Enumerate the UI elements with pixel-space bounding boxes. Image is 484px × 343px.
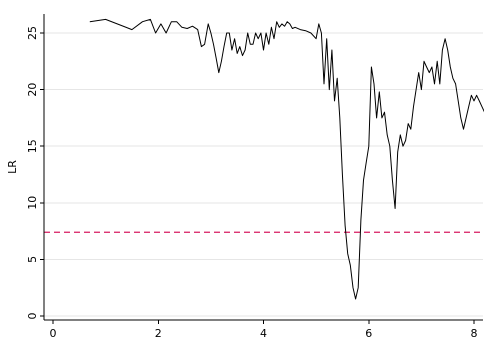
x-tick-label-4: 8 bbox=[471, 327, 478, 340]
x-tick-label-2: 4 bbox=[260, 327, 267, 340]
x-tick-label-1: 2 bbox=[155, 327, 162, 340]
series-layer bbox=[89, 18, 484, 300]
grid-layer bbox=[44, 32, 483, 317]
y-tick-label-4: 20 bbox=[26, 83, 39, 97]
y-tick-label-0: 0 bbox=[26, 313, 39, 320]
y-tick-label-1: 5 bbox=[26, 256, 39, 263]
y-axis-title: LR bbox=[6, 160, 19, 174]
y-tick-label-2: 10 bbox=[26, 196, 39, 210]
series-line-0 bbox=[89, 18, 484, 300]
y-tick-label-3: 15 bbox=[26, 139, 39, 153]
y-tick-label-5: 25 bbox=[26, 26, 39, 40]
x-tick-label-3: 6 bbox=[365, 327, 372, 340]
axis-layer: 0 5 10 15 20 25 0 2 4 6 8 bbox=[26, 14, 483, 340]
x-tick-label-0: 0 bbox=[50, 327, 57, 340]
